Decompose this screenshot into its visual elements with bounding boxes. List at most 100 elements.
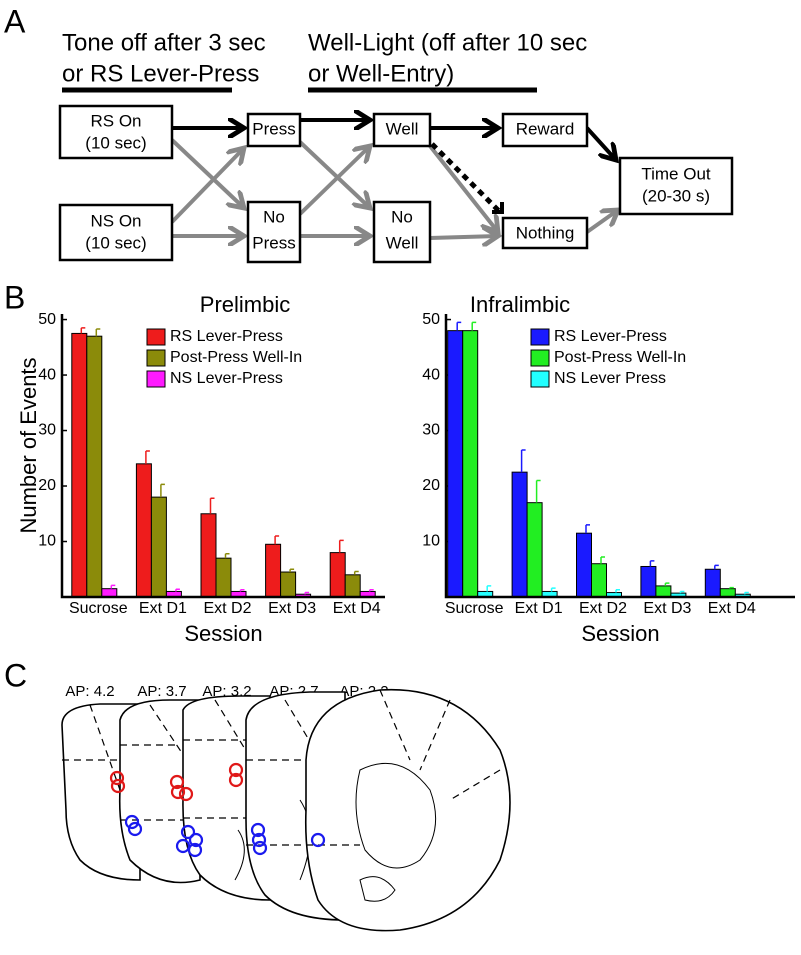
error-bar [160,483,165,498]
bar [280,571,297,598]
header: Well-Light (off after 10 sec [308,29,587,56]
y-tick-label: 50 [38,311,56,328]
y-tick-label: 40 [422,366,440,383]
legend-label: RS Lever-Press [170,328,283,345]
recording-sites [109,762,326,858]
x-tick-label: Ext D4 [708,600,756,617]
y-tick-label: 20 [38,477,56,494]
y-tick-label: 30 [38,422,56,439]
error-bar [353,570,359,575]
x-tick-label: Sucrose [69,600,128,617]
node-text: Press [252,119,295,138]
error-bar [729,586,734,589]
legend-swatch [530,370,550,388]
y-tick-label: 10 [38,533,56,550]
error-bar [456,321,462,331]
panel-label: A [4,3,26,39]
y-tick-label: 20 [422,477,440,494]
error-bar [679,590,685,594]
node-box [372,112,432,148]
error-bar [535,479,541,503]
error-bar [145,450,150,464]
error-bar [209,497,215,514]
y-tick-label: 30 [422,422,440,439]
node-box [58,104,174,160]
x-axis-label: Session [184,621,262,646]
node-text: Well [386,233,419,252]
error-bar [615,589,620,593]
x-tick-label: Ext D1 [515,600,563,617]
legend-label: Post-Press Well-In [554,349,686,366]
error-bar [338,539,344,553]
node-text: Nothing [516,223,575,242]
node-text: Time Out [641,164,711,183]
x-tick-label: Ext D3 [643,600,691,617]
error-bar [585,524,590,534]
legend-label: NS Lever-Press [170,370,283,387]
error-bar [304,591,310,595]
error-bar [744,591,749,595]
node-text: RS On [90,111,141,130]
x-axis-label: Session [581,621,659,646]
bar [86,335,103,598]
node-text: (20-30 s) [642,186,710,205]
legend-swatch [530,349,550,367]
error-bar [80,327,86,334]
header: Tone off after 3 sec [62,29,266,56]
bar [447,330,464,598]
node-text: Press [252,233,295,252]
error-bar [110,584,116,589]
chart-title: Infralimbic [470,292,570,317]
legend-swatch [530,328,550,346]
legend-swatch [146,328,166,346]
bar [462,330,479,598]
node-text: NS On [90,211,141,230]
legend-label: NS Lever Press [554,370,666,387]
bar [591,563,607,598]
error-bar [274,535,280,545]
axes [444,314,795,599]
node-box [501,216,589,250]
bar [655,585,672,598]
legend-label: RS Lever-Press [554,328,667,345]
error-bar [600,556,605,564]
bar [511,471,528,598]
x-tick-label: Ext D4 [333,600,381,617]
arrows [170,120,618,238]
x-tick-label: Ext D3 [268,600,316,617]
error-bar [664,582,670,586]
error-bar [239,589,245,592]
axes [60,314,385,599]
y-tick-label: 40 [38,366,56,383]
x-tick-label: Ext D2 [203,600,251,617]
error-bar [368,589,374,592]
y-axis-label: Number of Events [16,357,41,533]
error-bar [714,564,719,570]
section-label: AP: 3.7 [137,683,186,700]
legend-label: Post-Press Well-In [170,349,302,366]
section-label: AP: 4.2 [65,683,114,700]
y-tick-label: 10 [422,533,440,550]
bar [640,565,657,598]
header: or RS Lever-Press [62,60,259,87]
bar [329,552,346,598]
error-bar [224,552,230,559]
y-tick-label: 50 [422,311,440,328]
x-tick-label: Ext D1 [139,600,187,617]
panel-label: B [4,279,25,315]
bar [704,568,721,598]
bar [215,557,232,598]
node-box [501,112,589,148]
error-bar [649,560,655,567]
node-text: (10 sec) [85,233,146,252]
panel-label: C [4,657,27,693]
node-text: No [263,207,285,226]
node-box [372,200,432,264]
chart-title: Prelimbic [200,292,290,317]
node-box [58,203,174,262]
legend-swatch [146,370,166,388]
node-box [246,200,302,264]
error-bar [289,568,295,573]
error-bar [95,328,101,337]
